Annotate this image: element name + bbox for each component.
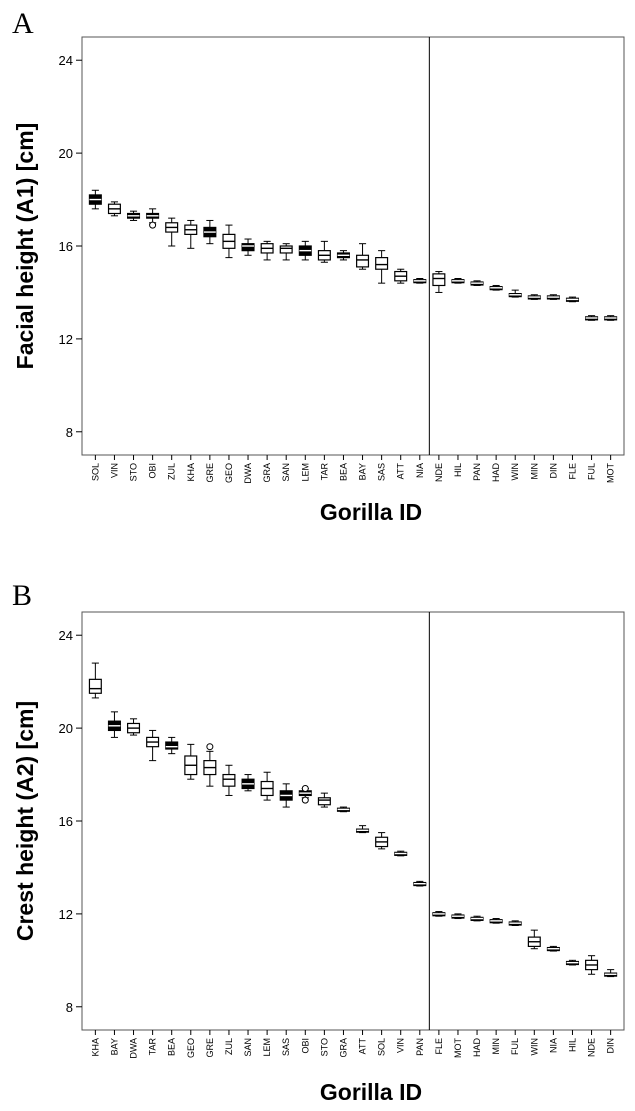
x-axis-title: Gorilla ID	[320, 499, 422, 525]
x-category-label: ZUL	[224, 1038, 234, 1055]
x-category-label: GRA	[338, 1038, 348, 1058]
box	[356, 254, 370, 268]
x-category-label: DWA	[129, 1038, 139, 1059]
x-category-label: SAS	[377, 463, 387, 481]
x-category-label: GRA	[262, 463, 272, 483]
x-category-label: KHA	[186, 463, 196, 482]
x-category-label: BAY	[109, 1038, 119, 1055]
x-category-label: ATT	[358, 1038, 368, 1055]
box-outlier	[149, 221, 157, 229]
x-category-label: VIN	[109, 463, 119, 478]
y-tick-label: 24	[59, 53, 73, 68]
x-category-label: OBI	[148, 463, 158, 479]
x-category-label: NIA	[415, 463, 425, 478]
x-category-label: PAN	[472, 463, 482, 481]
y-tick-label: 8	[66, 425, 73, 440]
panel-letter: A	[12, 7, 34, 40]
y-tick-label: 16	[59, 814, 73, 829]
box-outlier	[301, 784, 309, 792]
x-category-label: DIN	[548, 463, 558, 479]
box-outlier	[301, 796, 309, 804]
box	[222, 773, 236, 787]
plot-frame	[81, 611, 625, 1031]
x-category-label: GEO	[224, 463, 234, 483]
x-category-label: SAN	[243, 1038, 253, 1057]
x-category-label: PAN	[415, 1038, 425, 1056]
x-category-label: SAS	[281, 1038, 291, 1056]
x-category-label: FUL	[587, 463, 597, 480]
box	[375, 257, 389, 270]
y-tick-label: 12	[59, 332, 73, 347]
x-category-label: FUL	[510, 1038, 520, 1055]
x-category-label: FLE	[567, 463, 577, 480]
y-tick-label: 20	[59, 721, 73, 736]
box	[279, 245, 293, 254]
y-tick-label: 8	[66, 1000, 73, 1015]
x-category-label: ATT	[396, 463, 406, 480]
box	[432, 273, 446, 287]
y-axis-title: Facial height (A1) [cm]	[12, 123, 38, 370]
x-category-label: VIN	[396, 1038, 406, 1053]
panel-a: A 8 12 16 20 24 SOL VIN STO OBI ZUL KHA GRE GEO DWA GRA…	[12, 7, 625, 525]
y-tick-label: 16	[59, 239, 73, 254]
box	[88, 678, 102, 694]
x-category-label: MIN	[529, 463, 539, 480]
x-axis-title: Gorilla ID	[320, 1079, 422, 1105]
x-category-label: GEO	[186, 1038, 196, 1058]
x-category-label: HAD	[472, 1038, 482, 1058]
panel-letter: B	[12, 579, 32, 612]
box	[241, 243, 255, 252]
plot-frame	[81, 36, 625, 456]
box-outlier	[206, 743, 214, 751]
x-category-label: LEM	[262, 1038, 272, 1057]
x-category-label: HIL	[567, 1038, 577, 1052]
x-category-label: BEA	[167, 1038, 177, 1056]
x-category-label: GRE	[205, 1038, 215, 1058]
x-category-label: SAN	[281, 463, 291, 482]
box	[165, 741, 179, 750]
x-category-label: WIN	[529, 1038, 539, 1056]
x-category-label: WIN	[510, 463, 520, 481]
x-category-label: HAD	[491, 463, 501, 483]
x-category-label: LEM	[300, 463, 310, 482]
x-category-label: NDE	[434, 463, 444, 482]
panel-b: B 8 12 16 20 24 KHA BAY DWA TAR BEA GEO GRE ZUL SAN LEM…	[12, 579, 625, 1105]
x-category-label: HIL	[453, 463, 463, 477]
x-category-label: FLE	[434, 1038, 444, 1055]
x-category-label: BAY	[358, 463, 368, 480]
x-category-label: TAR	[319, 463, 329, 481]
y-tick-label: 20	[59, 146, 73, 161]
x-category-label: OBI	[300, 1038, 310, 1054]
x-category-label: MIN	[491, 1038, 501, 1055]
x-category-label: ZUL	[167, 463, 177, 480]
x-category-label: MOT	[606, 463, 616, 483]
x-category-label: NIA	[548, 1038, 558, 1053]
x-category-label: DWA	[243, 463, 253, 484]
box	[317, 797, 331, 806]
y-axis-title: Crest height (A2) [cm]	[12, 701, 38, 941]
x-category-label: STO	[129, 463, 139, 481]
y-tick-label: 12	[59, 907, 73, 922]
y-tick-label: 24	[59, 628, 73, 643]
x-category-label: SOL	[90, 463, 100, 481]
x-category-label: BEA	[338, 463, 348, 481]
x-category-label: TAR	[148, 1038, 158, 1056]
x-category-label: SOL	[377, 1038, 387, 1056]
x-category-label: GRE	[205, 463, 215, 483]
x-category-label: KHA	[90, 1038, 100, 1057]
x-category-label: MOT	[453, 1038, 463, 1058]
x-category-label: DIN	[606, 1038, 616, 1054]
x-category-label: NDE	[587, 1038, 597, 1057]
x-category-label: STO	[319, 1038, 329, 1056]
